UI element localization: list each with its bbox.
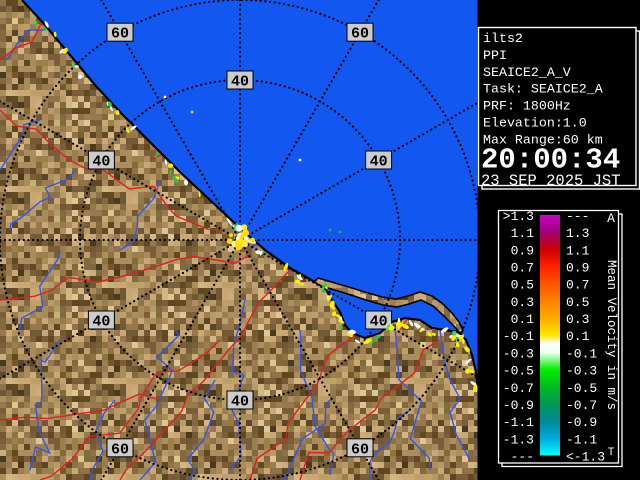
svg-text:>1.3: >1.3: [503, 209, 534, 224]
svg-text:Task: SEAICE2_A: Task: SEAICE2_A: [483, 82, 603, 97]
svg-text:60: 60: [111, 441, 129, 458]
svg-text:0.1: 0.1: [511, 312, 535, 327]
svg-text:-1.3: -1.3: [503, 432, 534, 447]
svg-text:Elevation:1.0: Elevation:1.0: [483, 116, 587, 131]
svg-text:0.7: 0.7: [566, 278, 589, 293]
svg-text:0.5: 0.5: [511, 278, 534, 293]
svg-text:0.3: 0.3: [566, 312, 589, 327]
svg-text:40: 40: [92, 154, 110, 171]
svg-text:Mean Velocity in m/s: Mean Velocity in m/s: [604, 260, 618, 410]
svg-text:-0.9: -0.9: [503, 398, 534, 413]
svg-text:60: 60: [111, 26, 129, 43]
svg-text:ilts2: ilts2: [483, 31, 523, 46]
svg-text:1.3: 1.3: [566, 226, 589, 241]
svg-text:<-1.3: <-1.3: [566, 450, 605, 465]
svg-text:T: T: [608, 447, 615, 459]
svg-text:SEAICE2_A_V: SEAICE2_A_V: [483, 65, 571, 80]
svg-text:0.3: 0.3: [511, 295, 534, 310]
svg-text:-0.7: -0.7: [503, 381, 534, 396]
svg-text:0.7: 0.7: [511, 261, 534, 276]
svg-text:0.1: 0.1: [566, 329, 590, 344]
svg-text:-0.1: -0.1: [503, 329, 534, 344]
svg-text:1.1: 1.1: [566, 243, 590, 258]
svg-text:40: 40: [370, 154, 388, 171]
svg-text:PPI: PPI: [483, 48, 507, 63]
svg-text:-0.5: -0.5: [503, 364, 534, 379]
svg-text:0.9: 0.9: [566, 261, 589, 276]
svg-text:0.9: 0.9: [511, 243, 534, 258]
svg-text:60: 60: [351, 441, 369, 458]
svg-text:PRF: 1800Hz: PRF: 1800Hz: [483, 99, 571, 114]
svg-text:1.1: 1.1: [511, 226, 535, 241]
svg-text:-0.3: -0.3: [503, 346, 534, 361]
svg-text:60: 60: [351, 26, 369, 43]
svg-text:-0.5: -0.5: [566, 381, 597, 396]
svg-text:-1.1: -1.1: [503, 415, 534, 430]
svg-text:40: 40: [92, 314, 110, 331]
svg-text:23 SEP 2025 JST: 23 SEP 2025 JST: [481, 172, 621, 190]
svg-text:40: 40: [231, 394, 249, 411]
svg-text:-0.1: -0.1: [566, 346, 597, 361]
svg-text:0.5: 0.5: [566, 295, 589, 310]
svg-text:-0.7: -0.7: [566, 398, 597, 413]
svg-text:A: A: [607, 211, 615, 226]
svg-text:-0.9: -0.9: [566, 415, 597, 430]
svg-text:---: ---: [511, 450, 534, 465]
svg-text:---: ---: [566, 209, 589, 224]
svg-text:-1.1: -1.1: [566, 432, 597, 447]
svg-text:-0.3: -0.3: [566, 364, 597, 379]
svg-text:40: 40: [231, 74, 249, 91]
svg-text:40: 40: [370, 314, 388, 331]
